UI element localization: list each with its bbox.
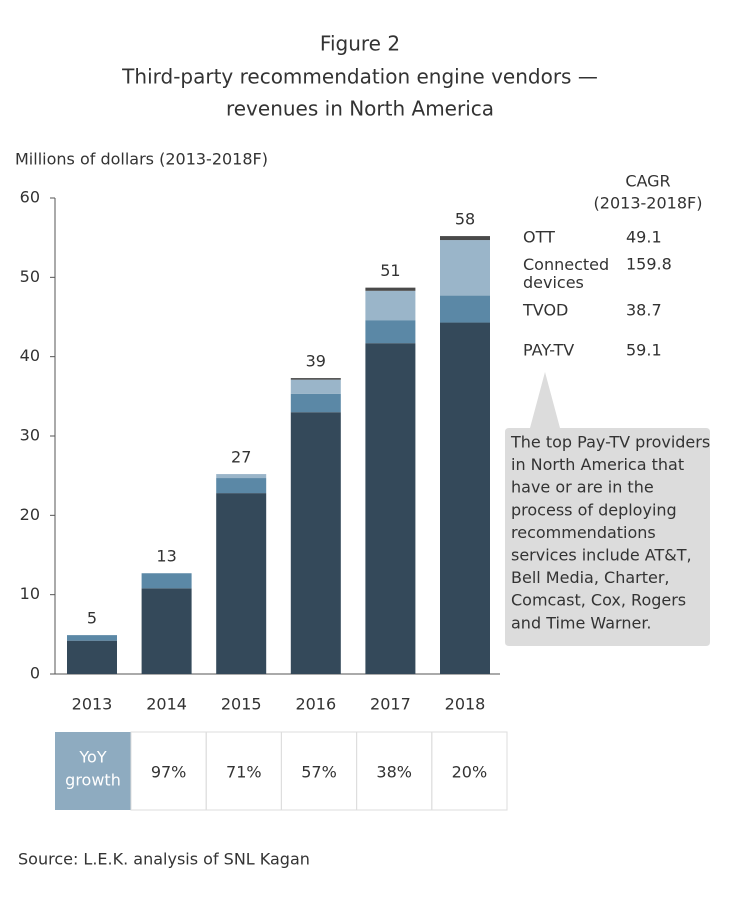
y-tick-label: 30 <box>20 426 40 445</box>
x-tick-label: 2018 <box>445 695 486 714</box>
series-name: TVOD <box>522 301 568 320</box>
x-tick-label: 2013 <box>72 695 113 714</box>
x-tick-label: 2017 <box>370 695 411 714</box>
callout-text: and Time Warner. <box>511 613 652 632</box>
x-tick-label: 2014 <box>146 695 187 714</box>
bar-segment <box>365 287 416 291</box>
bar-segment <box>216 478 267 494</box>
bar-segment <box>290 393 341 413</box>
callout-text: Comcast, Cox, Rogers <box>511 591 686 610</box>
bar-segment <box>440 240 490 296</box>
yoy-value: 57% <box>301 763 337 782</box>
y-axis-label: Millions of dollars (2013-2018F) <box>15 150 268 169</box>
cagr-value: 38.7 <box>626 301 662 320</box>
total-label: 13 <box>156 547 176 566</box>
bar-segment <box>365 343 416 674</box>
callout-text: The top Pay-TV providers <box>510 433 710 452</box>
chart-title: revenues in North America <box>226 97 494 121</box>
y-tick-label: 40 <box>20 346 40 365</box>
series-name: Connected devices <box>523 255 609 292</box>
y-tick-label: 10 <box>20 584 40 603</box>
bar-segment <box>290 412 341 674</box>
total-label: 51 <box>380 261 400 280</box>
series-name: OTT <box>523 228 555 247</box>
bar-segment <box>365 290 416 321</box>
yoy-value: 71% <box>226 763 262 782</box>
bar-segment <box>216 493 267 674</box>
bar-segment <box>67 635 117 641</box>
callout-text: services include AT&T, <box>511 546 692 565</box>
cagr-header: (2013-2018F) <box>594 194 703 213</box>
bar-segment <box>290 378 341 380</box>
bar-segment <box>67 640 117 674</box>
yoy-label: growth <box>65 771 121 790</box>
bar-segment <box>440 236 490 241</box>
callout-box <box>505 372 710 646</box>
bar-segment <box>141 573 192 589</box>
yoy-value: 97% <box>151 763 187 782</box>
yoy-label-cell <box>55 732 131 810</box>
callout-text: Bell Media, Charter, <box>511 568 670 587</box>
bar-segment <box>141 588 192 674</box>
chart-title: Third-party recommendation engine vendor… <box>121 65 598 89</box>
callout-text: recommendations <box>511 523 656 542</box>
y-tick-label: 50 <box>20 267 40 286</box>
yoy-label: YoY <box>78 748 106 767</box>
yoy-value: 38% <box>376 763 412 782</box>
bar-segment <box>440 295 490 323</box>
callout-text: process of deploying <box>511 500 677 519</box>
yoy-value: 20% <box>452 763 488 782</box>
source: Source: L.E.K. analysis of SNL Kagan <box>18 850 310 869</box>
x-tick-label: 2015 <box>221 695 262 714</box>
bar-segment <box>365 320 416 344</box>
cagr-header: CAGR <box>625 172 670 191</box>
total-label: 39 <box>306 352 326 371</box>
callout-text: in North America that <box>511 455 684 474</box>
total-label: 5 <box>87 609 97 628</box>
bar-segment <box>216 474 267 479</box>
total-label: 58 <box>455 210 475 229</box>
bar-segment <box>290 379 341 394</box>
y-tick-label: 60 <box>20 188 40 207</box>
x-tick-label: 2016 <box>295 695 336 714</box>
cagr-value: 159.8 <box>626 255 672 274</box>
bar-segment <box>440 322 490 674</box>
chart-title: Figure 2 <box>320 32 400 56</box>
total-label: 27 <box>231 448 251 467</box>
yoy-cell <box>431 731 508 811</box>
y-tick-label: 0 <box>30 664 40 683</box>
cagr-value: 49.1 <box>626 228 662 247</box>
callout-text: have or are in the <box>511 478 654 497</box>
y-tick-label: 20 <box>20 505 40 524</box>
cagr-value: 59.1 <box>626 341 662 360</box>
series-name: PAY-TV <box>523 341 574 360</box>
